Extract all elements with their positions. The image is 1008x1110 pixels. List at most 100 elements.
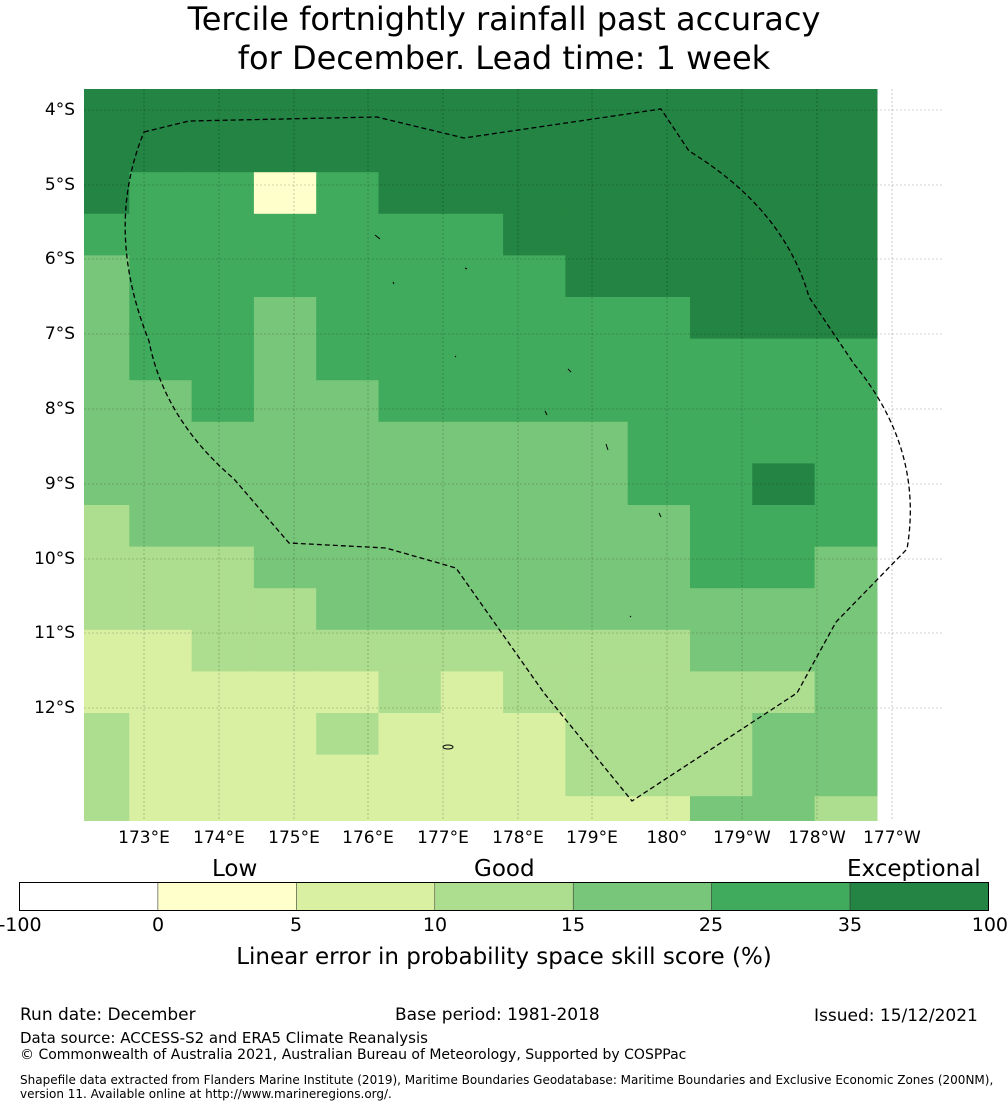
grid-cell — [129, 754, 193, 797]
grid-cell — [84, 754, 130, 797]
grid-cell — [565, 505, 629, 548]
grid-cell — [84, 213, 130, 256]
grid-cell — [378, 588, 442, 631]
island-2 — [464, 267, 468, 270]
grid-cell — [84, 297, 130, 340]
grid-cell — [129, 421, 193, 464]
grid-cell — [627, 505, 691, 548]
grid-cell — [814, 588, 878, 631]
grid-cell — [378, 754, 442, 797]
grid-cell — [440, 754, 504, 797]
grid-cell — [627, 213, 691, 256]
grid-cell — [752, 255, 816, 298]
graticule — [84, 89, 944, 821]
grid-cell — [565, 546, 629, 589]
grid-cell — [129, 89, 193, 132]
colorbar-segment — [296, 882, 436, 911]
grid-cell — [378, 255, 442, 298]
grid-cell — [440, 338, 504, 381]
lon-label: 179°E — [566, 828, 618, 848]
colorbar-tick: 35 — [837, 914, 863, 936]
grid-cell — [316, 796, 380, 821]
grid-cell — [191, 505, 255, 548]
grid-cell — [378, 130, 442, 173]
grid-cell — [503, 213, 566, 256]
grid-cell — [129, 546, 193, 589]
grid-cell — [253, 754, 317, 797]
grid-cell — [129, 380, 193, 423]
legend-category-exceptional: Exceptional — [847, 856, 981, 882]
island-5 — [567, 368, 572, 373]
grid-cell — [378, 213, 442, 256]
grid-cell — [316, 89, 380, 132]
grid-cell — [565, 754, 629, 797]
grid-cell — [814, 754, 878, 797]
grid-cell — [191, 130, 255, 173]
grid-cell — [690, 297, 753, 340]
grid-cell — [84, 255, 130, 298]
grid-cell — [503, 338, 566, 381]
grid-cell — [440, 297, 504, 340]
grid-cell — [191, 588, 255, 631]
grid-cell — [690, 130, 753, 173]
grid-cell — [503, 130, 566, 173]
grid-cell — [814, 338, 878, 381]
island-7 — [605, 443, 609, 451]
grid-cell — [253, 255, 317, 298]
base-period: Base period: 1981-2018 — [395, 1005, 600, 1025]
grid-cell — [84, 421, 130, 464]
skill-grid — [84, 89, 878, 821]
grid-cell — [627, 463, 691, 506]
grid-cell — [690, 213, 753, 256]
colorbar-segment — [19, 882, 159, 911]
grid-cell — [191, 380, 255, 423]
grid-cell — [191, 671, 255, 714]
grid-cell — [84, 713, 130, 756]
colorbar — [19, 882, 989, 911]
grid-cell — [129, 213, 193, 256]
grid-cell — [129, 338, 193, 381]
grid-cell — [316, 505, 380, 548]
grid-cell — [565, 130, 629, 173]
lon-label: 174°E — [193, 828, 245, 848]
grid-cell — [814, 421, 878, 464]
grid-cell — [84, 796, 130, 821]
grid-cell — [191, 338, 255, 381]
grid-cell — [752, 713, 816, 756]
grid-cell — [814, 629, 878, 672]
grid-cell — [565, 713, 629, 756]
island-9 — [629, 615, 632, 618]
grid-cell — [690, 796, 753, 821]
grid-cell — [690, 671, 753, 714]
grid-cell — [253, 380, 317, 423]
grid-cell — [84, 380, 130, 423]
grid-cell — [253, 463, 317, 506]
grid-cell — [253, 546, 317, 589]
grid-cell — [253, 297, 317, 340]
grid-cell — [378, 338, 442, 381]
grid-cell — [503, 588, 566, 631]
grid-cell — [253, 338, 317, 381]
grid-cell — [253, 796, 317, 821]
lat-label: 10°S — [34, 549, 75, 569]
grid-cell — [752, 297, 816, 340]
lon-label: 178°E — [492, 828, 544, 848]
data-source: Data source: ACCESS-S2 and ERA5 Climate … — [20, 1029, 428, 1047]
grid-cell — [129, 297, 193, 340]
lat-label: 11°S — [34, 623, 75, 643]
colorbar-tick: 25 — [698, 914, 724, 936]
grid-cell — [814, 89, 878, 132]
grid-cell — [84, 546, 130, 589]
grid-cell — [627, 629, 691, 672]
grid-cell — [440, 380, 504, 423]
shapefile-credit-2: version 11. Available online at http://w… — [20, 1087, 392, 1101]
lat-label: 5°S — [44, 175, 75, 195]
grid-cell — [129, 713, 193, 756]
legend-category-good: Good — [474, 856, 535, 882]
grid-cell — [503, 380, 566, 423]
grid-cell — [378, 89, 442, 132]
grid-cell — [253, 629, 317, 672]
grid-cell — [627, 546, 691, 589]
grid-cell — [129, 130, 193, 173]
grid-cell — [752, 505, 816, 548]
